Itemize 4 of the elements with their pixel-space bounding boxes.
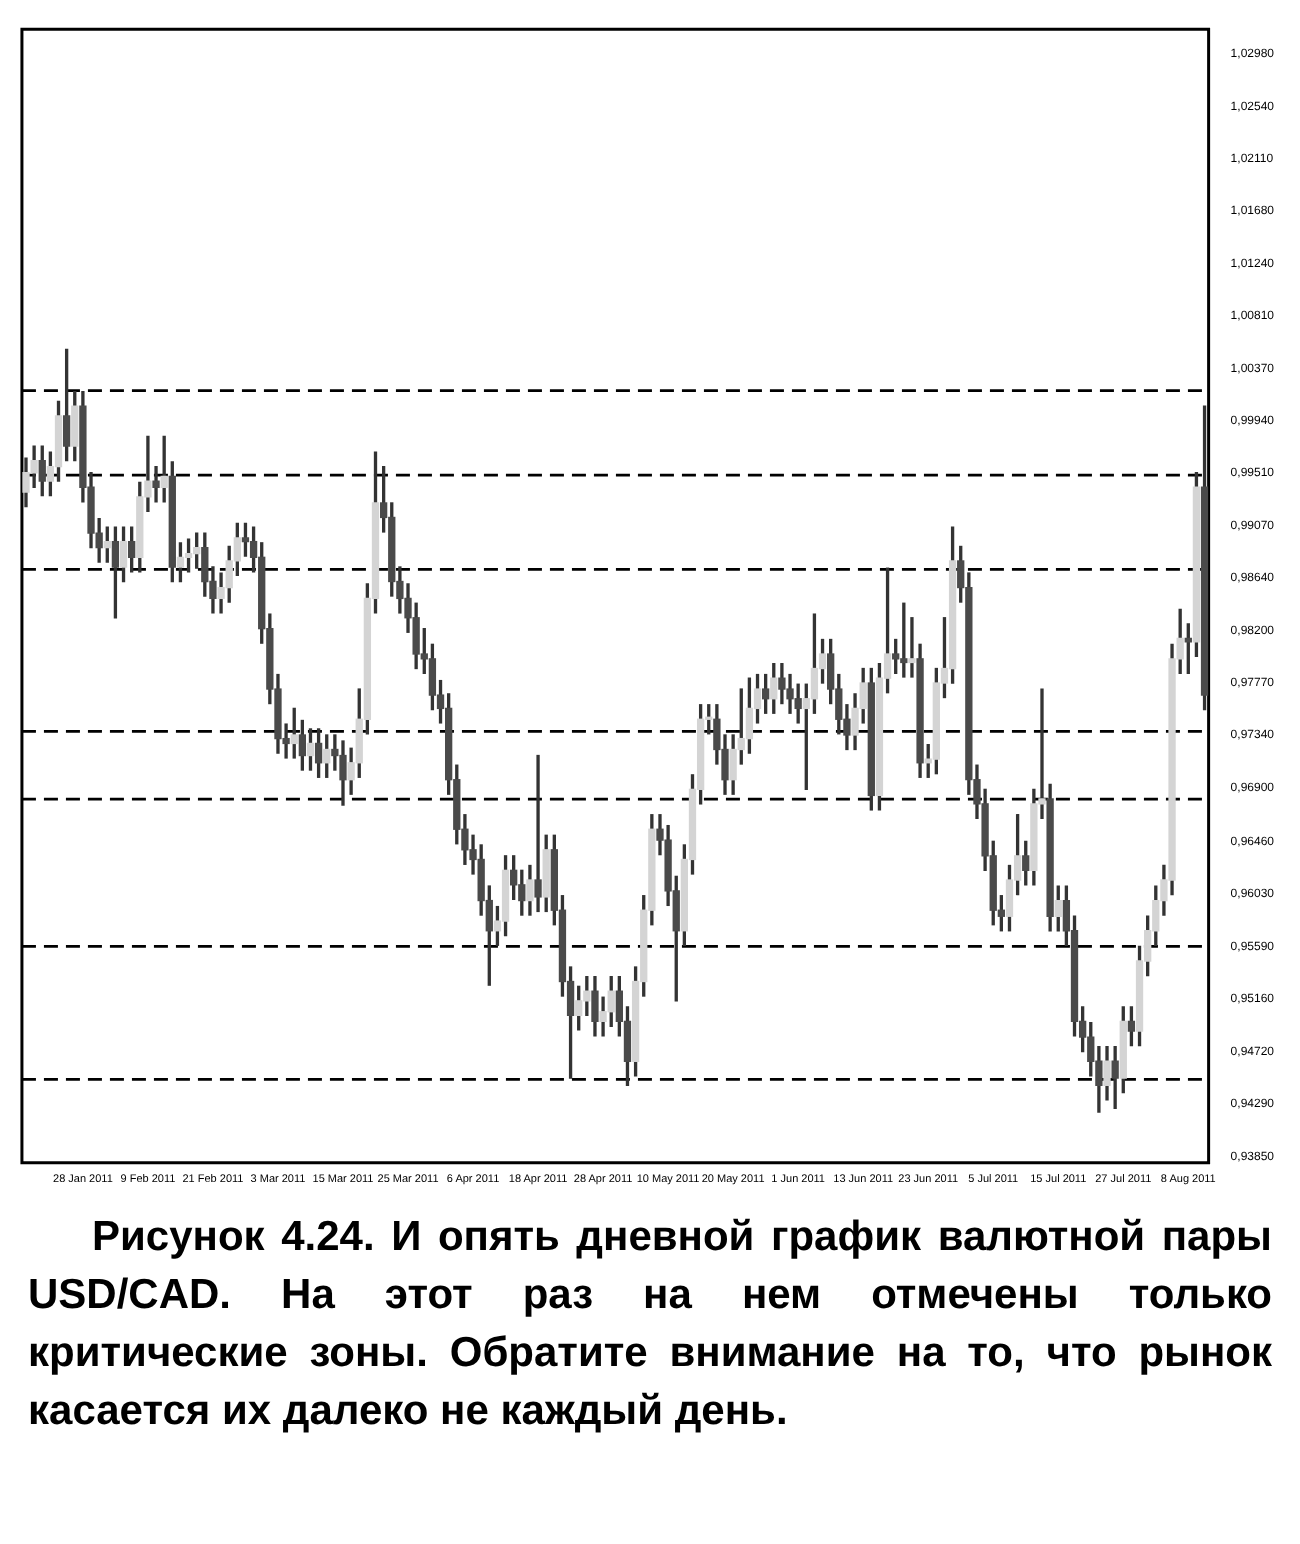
candlestick	[908, 617, 916, 678]
text: Рисунок 4.24. И опять дневной график валютной пары USD/CAD. На этот раз на нем отмечены только критические зоны. Обратите внимание на то, что рынок касается их далеко не каждый день.	[26, 1212, 1274, 1438]
candlestick	[152, 466, 160, 503]
candlestick	[534, 754, 542, 913]
